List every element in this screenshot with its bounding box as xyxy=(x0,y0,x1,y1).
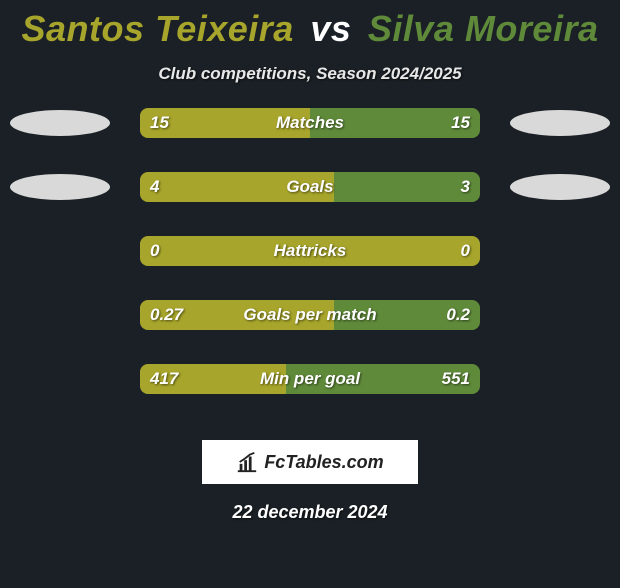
stat-label: Goals per match xyxy=(140,300,480,330)
player2-badge xyxy=(510,110,610,136)
stat-row: 0.27Goals per match0.2 xyxy=(0,300,620,346)
stat-value-right: 551 xyxy=(442,364,470,394)
vs-label: vs xyxy=(310,8,351,49)
snapshot-date: 22 december 2024 xyxy=(0,502,620,523)
stat-label: Hattricks xyxy=(140,236,480,266)
stat-row: 417Min per goal551 xyxy=(0,364,620,410)
logo-text: FcTables.com xyxy=(264,452,383,473)
stat-label: Min per goal xyxy=(140,364,480,394)
stat-row: 4Goals3 xyxy=(0,172,620,218)
stat-row: 15Matches15 xyxy=(0,108,620,154)
stat-row: 0Hattricks0 xyxy=(0,236,620,282)
stat-value-right: 15 xyxy=(451,108,470,138)
stat-label: Matches xyxy=(140,108,480,138)
comparison-title: Santos Teixeira vs Silva Moreira xyxy=(0,8,620,50)
fctables-logo: FcTables.com xyxy=(202,440,418,484)
player1-badge xyxy=(10,110,110,136)
stat-value-right: 0 xyxy=(461,236,470,266)
stat-value-right: 0.2 xyxy=(446,300,470,330)
subtitle: Club competitions, Season 2024/2025 xyxy=(0,64,620,84)
player2-name: Silva Moreira xyxy=(368,8,599,49)
player2-badge xyxy=(510,174,610,200)
stat-rows-container: 15Matches15 4Goals3 0Hattricks0 0.27Goals p… xyxy=(0,108,620,410)
stat-value-right: 3 xyxy=(461,172,470,202)
player1-badge xyxy=(10,174,110,200)
player1-name: Santos Teixeira xyxy=(22,8,294,49)
stat-label: Goals xyxy=(140,172,480,202)
bar-chart-icon xyxy=(236,451,258,473)
